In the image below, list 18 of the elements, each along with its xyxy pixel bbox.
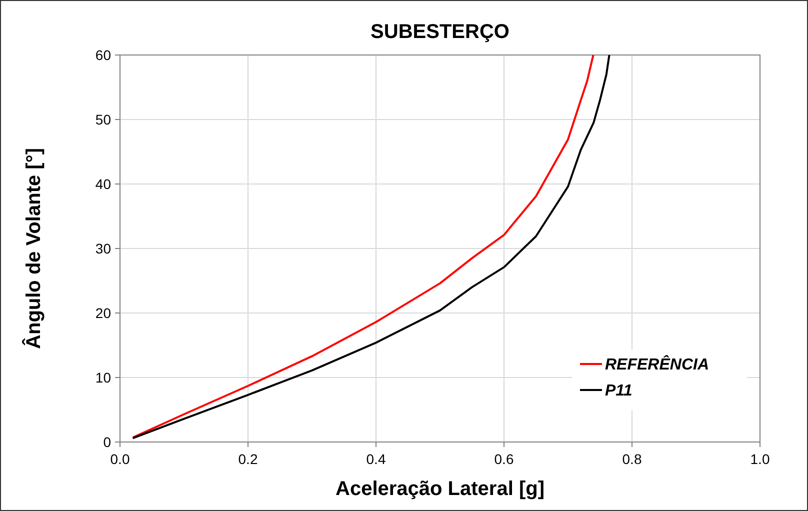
legend-label: P11 bbox=[605, 382, 632, 400]
y-tick-label: 10 bbox=[95, 369, 112, 386]
y-axis-title: Ângulo de Volante [°] bbox=[22, 148, 45, 349]
y-tick-label: 40 bbox=[95, 176, 112, 192]
chart-title: SUBESTERÇO bbox=[370, 21, 510, 43]
x-axis-title: Aceleração Lateral [g] bbox=[336, 478, 544, 500]
x-tick-label: 1.0 bbox=[750, 451, 770, 467]
x-tick-label: 0.4 bbox=[366, 451, 386, 467]
x-tick-label: 0.2 bbox=[238, 451, 258, 467]
y-tick-label: 50 bbox=[95, 111, 112, 128]
y-tick-label: 0 bbox=[103, 434, 112, 450]
x-tick-label: 0.6 bbox=[494, 451, 514, 467]
y-tick-label: 30 bbox=[95, 240, 112, 256]
x-tick-label: 0.8 bbox=[622, 451, 642, 467]
legend-label: REFERÊNCIA bbox=[605, 354, 710, 374]
x-tick-label: 0.0 bbox=[110, 451, 130, 467]
y-tick-label: 20 bbox=[95, 304, 112, 321]
y-tick-label: 60 bbox=[95, 46, 112, 63]
